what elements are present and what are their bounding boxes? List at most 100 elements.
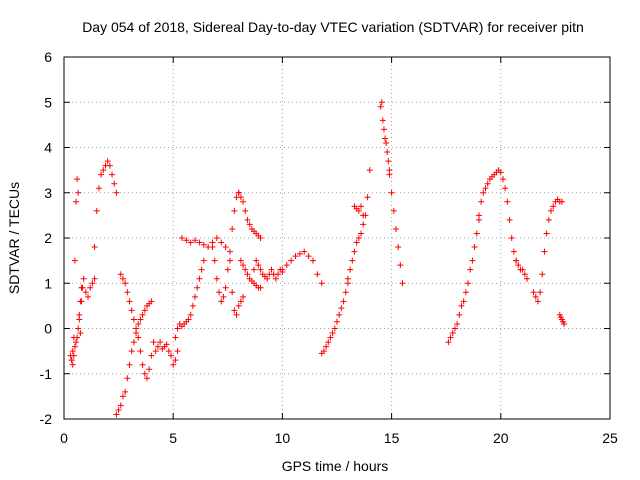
data-point: [548, 207, 555, 214]
data-point: [392, 225, 399, 232]
data-point: [213, 275, 220, 282]
data-point: [366, 167, 373, 174]
x-tick-label: 5: [169, 430, 177, 446]
data-point: [196, 275, 203, 282]
data-point: [74, 176, 81, 183]
data-point: [395, 244, 402, 251]
data-point: [242, 207, 249, 214]
data-point: [543, 230, 550, 237]
x-axis-label: GPS time / hours: [282, 458, 389, 474]
data-point: [150, 339, 157, 346]
data-point: [456, 311, 463, 318]
data-point: [93, 207, 100, 214]
data-point: [390, 207, 397, 214]
data-point: [128, 307, 135, 314]
data-point: [532, 293, 539, 300]
data-point: [467, 266, 474, 273]
data-point: [545, 216, 552, 223]
x-tick-label: 15: [384, 430, 400, 446]
data-point: [364, 194, 371, 201]
data-point: [113, 411, 120, 418]
data-point: [95, 185, 102, 192]
series-seg24: [556, 311, 568, 327]
data-point: [226, 257, 233, 264]
data-point: [69, 348, 76, 355]
y-tick-label: -2: [40, 411, 53, 427]
data-point: [75, 325, 82, 332]
data-point: [388, 189, 395, 196]
data-point: [172, 334, 179, 341]
data-point: [75, 189, 82, 196]
data-point: [220, 293, 227, 300]
data-point: [257, 284, 264, 291]
data-point: [320, 348, 327, 355]
x-tick-label: 20: [493, 430, 509, 446]
data-point: [229, 289, 236, 296]
series-seg2: [67, 284, 85, 368]
data-point: [460, 298, 467, 305]
data-point: [98, 171, 105, 178]
data-point: [185, 316, 192, 323]
data-point: [541, 248, 548, 255]
data-point: [331, 325, 338, 332]
data-point: [183, 237, 190, 244]
data-point: [497, 169, 504, 176]
series-seg22: [513, 257, 531, 282]
data-point: [192, 293, 199, 300]
data-point: [80, 275, 87, 282]
data-point: [68, 357, 75, 364]
data-point: [383, 139, 390, 146]
data-point: [178, 235, 185, 241]
y-tick-label: 5: [44, 94, 52, 110]
data-point: [143, 375, 150, 382]
data-point: [163, 341, 170, 348]
data-point: [231, 307, 238, 314]
data-point: [272, 275, 279, 282]
data-point: [119, 393, 126, 400]
series-seg13: [251, 257, 286, 282]
data-point: [196, 239, 203, 246]
data-point: [104, 158, 111, 165]
data-point: [347, 266, 354, 273]
data-point: [117, 271, 124, 278]
data-point: [539, 271, 546, 278]
data-point: [318, 280, 325, 287]
data-point: [484, 180, 491, 187]
data-point: [211, 257, 218, 264]
data-point: [226, 248, 233, 255]
data-point: [157, 339, 164, 346]
data-point: [224, 266, 231, 273]
data-point: [382, 135, 389, 142]
data-point: [355, 207, 362, 214]
series-seg18: [377, 99, 393, 174]
data-point: [449, 330, 456, 337]
data-point: [360, 221, 367, 228]
series-seg19: [386, 171, 406, 287]
data-point: [454, 320, 461, 327]
data-point: [342, 289, 349, 296]
chart-title: Day 054 of 2018, Sidereal Day-to-day VTE…: [82, 19, 584, 35]
data-point: [137, 316, 144, 323]
data-point: [323, 343, 330, 350]
data-point: [111, 180, 118, 187]
data-point: [135, 334, 142, 341]
y-tick-label: -1: [40, 366, 53, 382]
data-point: [506, 216, 513, 223]
data-point: [187, 311, 194, 318]
data-point: [200, 257, 207, 264]
data-point: [115, 406, 122, 413]
data-point: [253, 257, 260, 264]
data-point: [524, 275, 531, 282]
data-point: [465, 280, 472, 287]
series-seg6: [150, 339, 181, 368]
data-point: [77, 330, 84, 337]
data-point: [513, 257, 520, 264]
x-tick-labels: 0 5 10 15 20 25: [60, 430, 618, 446]
data-point: [351, 248, 358, 255]
data-point: [244, 271, 251, 278]
data-point: [174, 325, 181, 332]
data-point: [558, 198, 565, 205]
data-point: [534, 298, 541, 305]
